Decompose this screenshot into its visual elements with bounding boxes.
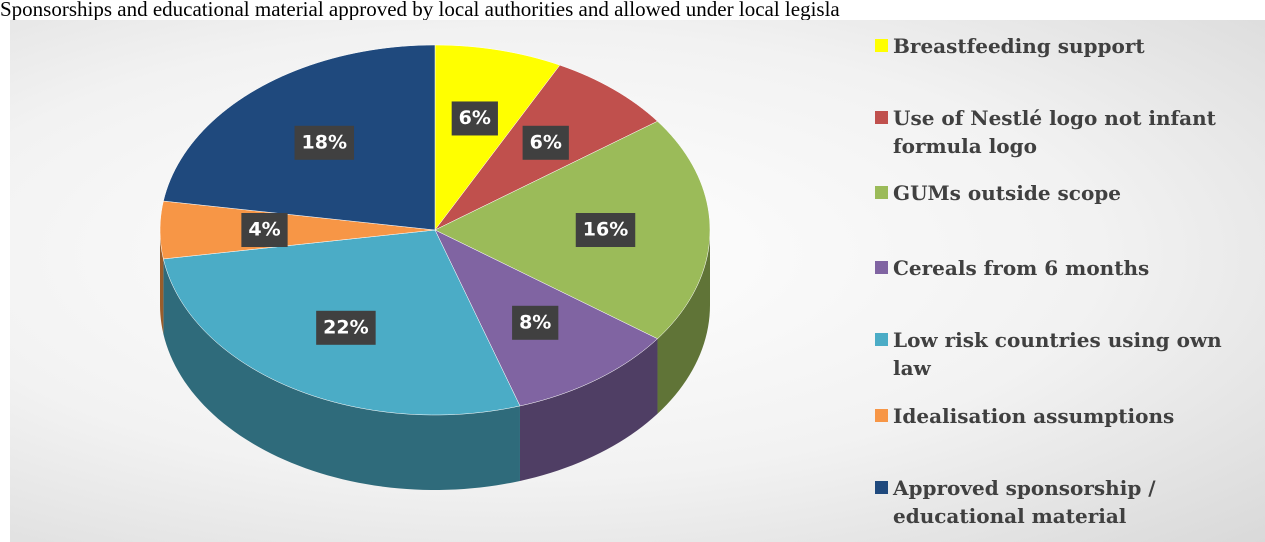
data-label-box <box>512 305 559 340</box>
data-label-text: 6% <box>459 107 491 129</box>
legend-swatch <box>875 409 888 422</box>
data-label: 6% <box>451 101 498 136</box>
data-label: 16% <box>575 213 636 247</box>
data-label-box <box>241 213 288 247</box>
data-label-box <box>294 125 355 160</box>
legend-item: Low risk countries using own law <box>873 326 1265 382</box>
slice <box>159 200 436 260</box>
slice <box>434 120 711 340</box>
legend-label: Use of Nestlé logo not infant formula lo… <box>893 106 1216 158</box>
legend-label: Cereals from 6 months <box>893 256 1150 280</box>
slice-side <box>163 258 520 490</box>
legend-label: Idealisation assumptions <box>893 404 1175 428</box>
data-label-text: 6% <box>530 131 562 153</box>
legend-item: Use of Nestlé logo not infant formula lo… <box>873 104 1265 160</box>
data-label: 8% <box>512 305 559 340</box>
legend-label: Breastfeeding support <box>893 34 1145 58</box>
legend-item: GUMs outside scope <box>873 179 1265 207</box>
data-label: 22% <box>316 310 376 345</box>
data-label-text: 4% <box>248 219 280 241</box>
legend-item: Idealisation assumptions <box>873 402 1265 430</box>
data-label-box <box>451 101 498 136</box>
slice-side <box>657 230 710 414</box>
data-label-box <box>575 213 636 247</box>
legend-swatch <box>875 261 888 274</box>
legend-label: Low risk countries using own law <box>893 328 1222 380</box>
data-label-box <box>522 125 569 160</box>
data-label-box <box>316 310 376 345</box>
legend-item: Cereals from 6 months <box>873 254 1265 282</box>
data-label: 4% <box>241 213 288 247</box>
legend-swatch <box>875 481 888 494</box>
legend-label: Approved sponsorship / educational mater… <box>893 476 1156 528</box>
chart-title: Sponsorships and educational material ap… <box>0 0 840 21</box>
legend-item: Breastfeeding support <box>873 32 1265 60</box>
slice <box>434 44 561 231</box>
data-label-text: 8% <box>519 311 551 333</box>
legend-item: Approved sponsorship / educational mater… <box>873 474 1265 530</box>
legend-label: GUMs outside scope <box>893 181 1122 205</box>
data-label-text: 16% <box>583 219 628 241</box>
legend-swatch <box>875 111 888 124</box>
slice-side <box>519 338 658 481</box>
data-label: 6% <box>522 125 569 160</box>
data-label: 18% <box>294 125 355 160</box>
legend-swatch <box>875 333 888 346</box>
data-label-text: 18% <box>302 131 347 153</box>
data-label-text: 22% <box>323 316 368 338</box>
legend-swatch <box>875 186 888 199</box>
legend-swatch <box>875 39 888 52</box>
